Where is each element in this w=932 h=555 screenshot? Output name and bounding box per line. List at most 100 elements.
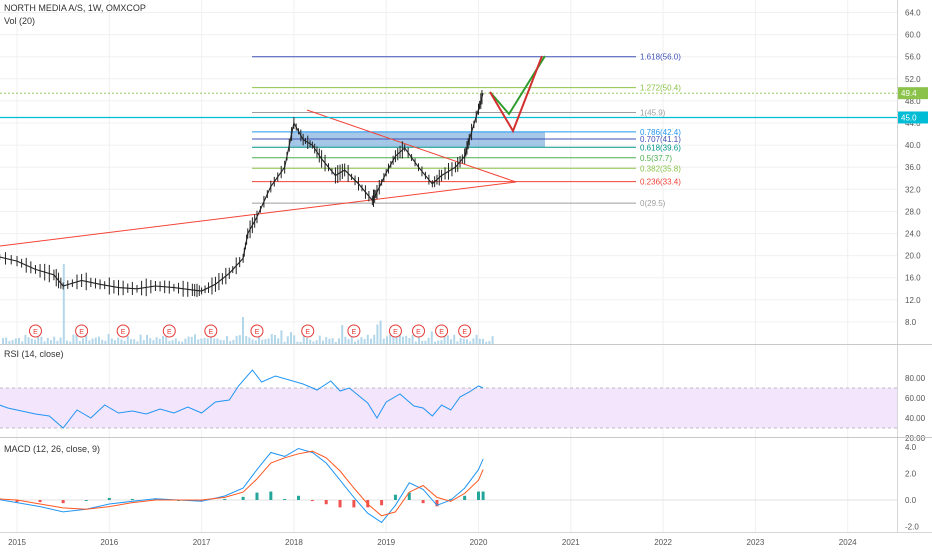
volume-label[interactable]: Vol (20) xyxy=(4,16,36,26)
earnings-marker-label: E xyxy=(121,329,126,336)
time-tick-label: 2020 xyxy=(470,538,488,547)
volume-bar xyxy=(283,341,286,344)
volume-bar xyxy=(306,338,308,344)
volume-bar xyxy=(53,336,56,344)
macd-histogram-bar xyxy=(61,500,65,504)
volume-bar xyxy=(238,335,241,344)
volume-bar xyxy=(482,338,484,344)
volume-bar xyxy=(395,335,398,344)
volume-bar xyxy=(424,340,427,344)
volume-bar xyxy=(194,334,196,344)
price-tick-label: 60.0 xyxy=(905,31,921,40)
fib-level-label: 0.5(37.7) xyxy=(640,154,672,163)
macd-tick-label: 2.0 xyxy=(905,470,917,479)
fib-level-label: 0.236(33.4) xyxy=(640,178,681,187)
macd-histogram-bar xyxy=(463,495,467,500)
volume-bar xyxy=(277,338,280,344)
price-tick-label: 64.0 xyxy=(905,9,921,18)
last-price-tag xyxy=(898,87,928,100)
volume-bar xyxy=(78,341,81,344)
macd-histogram-bar xyxy=(107,497,111,500)
volume-bar xyxy=(389,334,392,344)
volume-bar xyxy=(85,334,88,344)
macd-histogram-bar xyxy=(84,500,88,501)
macd-histogram-bar xyxy=(380,500,384,506)
volume-bar xyxy=(302,332,305,344)
volume-bar xyxy=(386,336,388,344)
volume-bar xyxy=(40,336,43,344)
volume-bar xyxy=(2,338,4,344)
volume-bar xyxy=(341,324,344,344)
fibonacci-retracement: 1.618(56.0) 1.272(50.4) 1(45.9) 0.786(42.4)… xyxy=(252,53,681,208)
volume-bar xyxy=(11,340,14,344)
rsi-tick-label: 80.00 xyxy=(905,374,926,383)
earnings-marker xyxy=(116,324,130,338)
rsi-label[interactable]: RSI (14, close) xyxy=(4,349,64,359)
earnings-marker-label: E xyxy=(208,329,213,336)
volume-bar xyxy=(258,336,260,344)
volume-bar xyxy=(293,335,296,344)
time-axis: 2015 2016 2017 2018 2019 2020 2021 2022 2023 2024 xyxy=(8,538,857,547)
volume-bar xyxy=(136,341,139,344)
volume-bar xyxy=(75,334,78,344)
macd-histogram-bar xyxy=(255,492,259,500)
volume-bar xyxy=(165,336,168,344)
price-tick-label: 12.0 xyxy=(905,296,921,305)
macd-pane-separator[interactable] xyxy=(0,437,932,438)
earnings-marker-label: E xyxy=(33,329,38,336)
time-tick-label: 2024 xyxy=(839,538,857,547)
symbol-title[interactable]: NORTH MEDIA A/S, 1W, OMXCOP xyxy=(4,3,146,13)
volume-bar xyxy=(363,338,366,344)
macd-label[interactable]: MACD (12, 26, close, 9) xyxy=(4,444,101,454)
earnings-marker xyxy=(250,324,264,338)
last-price-tag-label: 45.0 xyxy=(901,113,917,122)
volume-bar xyxy=(254,340,257,344)
volume-bar xyxy=(162,335,164,344)
volume-bar xyxy=(251,339,254,344)
macd-histogram-bar xyxy=(15,500,19,503)
volume-bar xyxy=(59,337,62,344)
macd-histogram-bar xyxy=(200,500,204,502)
volume-bar xyxy=(120,339,123,344)
macd-histogram-bar xyxy=(338,500,342,508)
volume-bars xyxy=(2,264,494,344)
volume-bar xyxy=(66,340,68,344)
price-grid xyxy=(0,0,897,532)
earnings-marker xyxy=(28,324,42,338)
volume-bar xyxy=(88,340,91,344)
volume-bar xyxy=(168,340,171,344)
volume-bar xyxy=(69,341,72,344)
macd-histogram-bar xyxy=(130,498,134,500)
volume-bar xyxy=(274,335,276,344)
price-tick-label: 16.0 xyxy=(905,274,921,283)
macd-histogram-bar xyxy=(393,494,397,500)
volume-bar xyxy=(453,334,456,344)
rsi-pane-separator[interactable] xyxy=(0,344,932,345)
volume-bar xyxy=(379,320,382,344)
last-price-tag xyxy=(898,111,928,124)
volume-bar xyxy=(126,335,129,344)
volume-bar xyxy=(462,338,465,344)
volume-bar xyxy=(222,340,225,344)
earnings-marker xyxy=(412,324,426,338)
volume-bar xyxy=(200,338,203,344)
time-tick-label: 2016 xyxy=(100,538,118,547)
volume-bar xyxy=(62,264,65,344)
time-axis-border xyxy=(0,532,932,533)
volume-bar xyxy=(91,338,94,344)
volume-bar xyxy=(338,338,340,344)
volume-bar xyxy=(197,339,200,344)
volume-bar xyxy=(229,340,232,344)
volume-bar xyxy=(181,341,184,344)
volume-bar xyxy=(434,341,436,344)
earnings-marker xyxy=(347,324,361,338)
volume-bar xyxy=(325,337,328,344)
volume-bar xyxy=(299,341,302,344)
volume-bar xyxy=(117,337,120,344)
volume-bar xyxy=(459,338,462,344)
volume-bar xyxy=(123,340,126,344)
rsi-band xyxy=(0,388,897,428)
volume-bar xyxy=(370,338,372,344)
